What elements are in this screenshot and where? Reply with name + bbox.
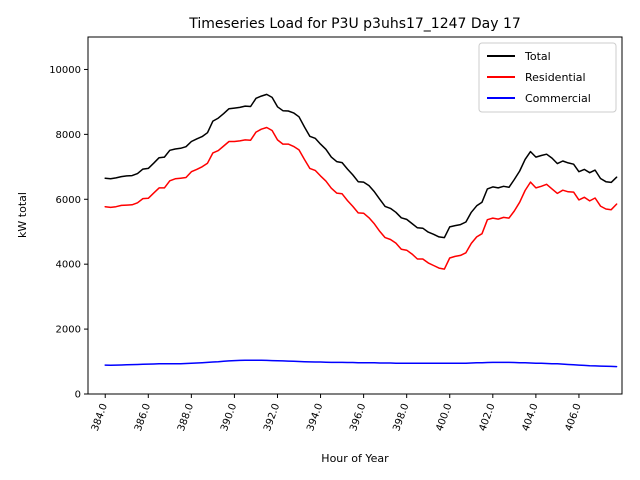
legend-box xyxy=(478,42,617,113)
y-tick-label: 8000 xyxy=(56,130,81,141)
y-axis-ticks: 0 2000 4000 6000 8000 10000 xyxy=(49,65,88,401)
series-line-total xyxy=(104,93,618,239)
legend-label-residential: Residential xyxy=(525,71,586,84)
y-tick-label: 10000 xyxy=(49,65,81,76)
chart-title: Timeseries Load for P3U p3uhs17_1247 Day… xyxy=(188,16,521,32)
legend: Total Residential Commercial xyxy=(478,42,617,113)
series-line-commercial xyxy=(104,359,618,368)
series-line-residential xyxy=(104,126,618,270)
y-tick-label: 2000 xyxy=(56,325,81,336)
legend-label-total: Total xyxy=(524,50,551,63)
y-tick-label: 6000 xyxy=(56,195,81,206)
y-axis-label: kW total xyxy=(16,192,29,238)
x-axis-label: Hour of Year xyxy=(321,452,389,465)
y-tick-label: 0 xyxy=(75,390,81,401)
legend-label-commercial: Commercial xyxy=(525,92,591,105)
series-layer xyxy=(104,93,618,368)
y-tick-label: 4000 xyxy=(56,260,81,271)
plot-area-frame xyxy=(87,36,623,395)
